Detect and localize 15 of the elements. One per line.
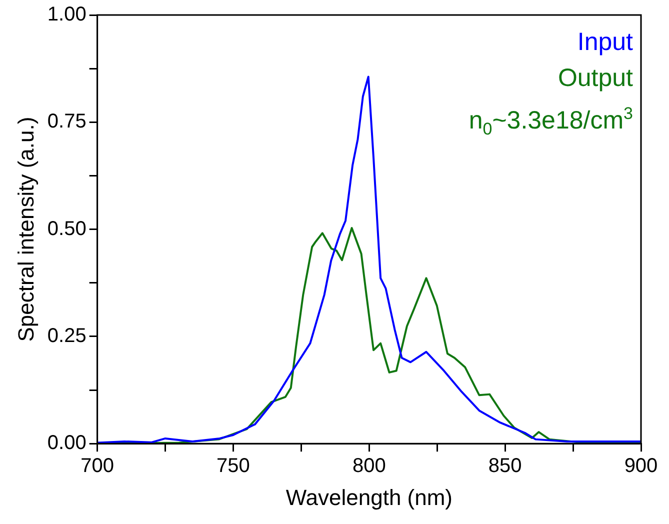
y-axis-title: Spectral intensity (a.u.) [13, 116, 38, 342]
x-axis-title: Wavelength (nm) [286, 484, 453, 510]
text: Input [576, 27, 633, 58]
text: Output [558, 63, 633, 94]
x-tick-label: 850 [488, 455, 522, 478]
y-tick-label: 0.25 [47, 324, 86, 347]
x-tick-label: 900 [624, 455, 658, 478]
y-tick-label: 0.50 [47, 218, 86, 240]
x-tick-label: 700 [80, 455, 114, 478]
y-tick-label: 0.75 [47, 110, 86, 133]
y-tick-label: 0.00 [47, 432, 86, 454]
x-tick-label: 800 [352, 455, 386, 478]
annotation: n$_{0}$~3.3e18/cm$^{3}$ [468, 103, 633, 140]
y-tick-label: 1.00 [47, 4, 86, 26]
x-tick-label: 750 [216, 455, 250, 478]
